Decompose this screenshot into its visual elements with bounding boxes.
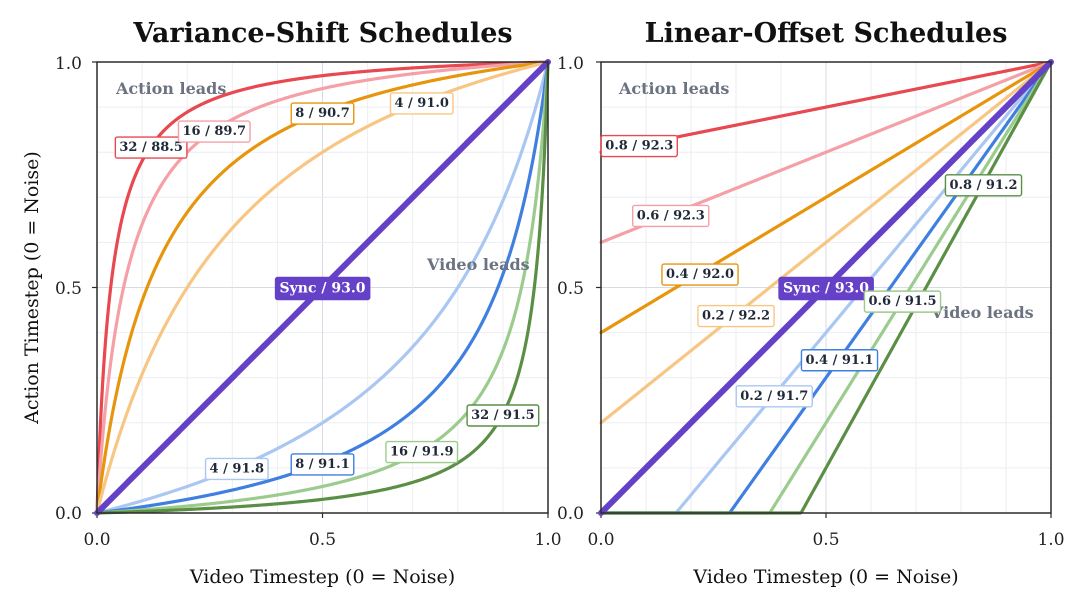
linear-offset-video-leads-label: Video leads bbox=[930, 303, 1034, 322]
variance-shift-label-text: 8 / 91.1 bbox=[295, 457, 350, 472]
linear-offset-curve-0-2-92-2 bbox=[599, 60, 1053, 425]
linear-offset-label-box bbox=[697, 304, 775, 328]
variance-shift-label-box bbox=[114, 136, 188, 159]
linear-offset-x-tick-0: 0.0 bbox=[587, 530, 614, 550]
linear-offset-label-text: 0.8 / 92.3 bbox=[605, 139, 673, 154]
variance-shift-label-box bbox=[466, 404, 540, 427]
variance-shift-label-32-88-5: 32 / 88.5 bbox=[114, 136, 188, 159]
linear-offset-label-0-2-92-2: 0.2 / 92.2 bbox=[697, 304, 775, 328]
linear-offset-label-box bbox=[600, 134, 678, 158]
linear-offset-frame bbox=[600, 61, 1052, 514]
linear-offset-x-tick-2: 1.0 bbox=[1037, 530, 1064, 550]
variance-shift-curve-4-91-8 bbox=[95, 60, 550, 515]
variance-shift-label-text: 8 / 90.7 bbox=[295, 106, 350, 121]
variance-shift-label-text: 4 / 91.8 bbox=[210, 461, 265, 476]
linear-offset-label-0-2-91-7: 0.2 / 91.7 bbox=[735, 385, 813, 408]
linear-offset-label-text: Sync / 93.0 bbox=[783, 281, 869, 297]
variance-shift-label-8-90-7: 8 / 90.7 bbox=[290, 102, 355, 125]
linear-offset-title: Linear-Offset Schedules bbox=[645, 18, 1008, 49]
linear-offset-label-text: 0.2 / 91.7 bbox=[740, 389, 808, 404]
linear-offset-label-text: 0.8 / 91.2 bbox=[949, 178, 1017, 193]
variance-shift-label-text: 16 / 91.9 bbox=[390, 445, 454, 460]
linear-offset-label-box bbox=[944, 174, 1023, 197]
variance-shift-label-box bbox=[274, 276, 371, 301]
linear-offset-label-text: 0.4 / 92.0 bbox=[666, 267, 734, 282]
variance-shift-label-text: 32 / 88.5 bbox=[119, 140, 183, 155]
variance-shift-title: Variance-Shift Schedules bbox=[132, 18, 512, 49]
linear-offset-line-labels: 0.8 / 92.3 0.6 / 92.3 0.4 / 92.0 0.2 / 92.2… bbox=[600, 134, 1023, 408]
variance-shift-curve-32-88-5 bbox=[95, 60, 550, 515]
variance-shift-label-text: Sync / 93.0 bbox=[280, 281, 366, 297]
variance-shift-label-box bbox=[290, 453, 355, 476]
variance-shift-label-32-91-5: 32 / 91.5 bbox=[466, 404, 540, 427]
linear-offset-panel: Linear-Offset Schedules Action leads Vid… bbox=[557, 18, 1065, 588]
variance-shift-curve-16-89-7 bbox=[95, 60, 550, 515]
variance-shift-label-text: 4 / 91.0 bbox=[394, 96, 449, 111]
variance-shift-y-axis-label: Action Timestep (0 = Noise) bbox=[21, 151, 43, 425]
variance-shift-label-box bbox=[177, 120, 251, 143]
linear-offset-label-0-4-91-1: 0.4 / 91.1 bbox=[800, 349, 879, 372]
variance-shift-curve-labels: 32 / 88.516 / 89.7 8 / 90.7 4 / 91.0 Sync /… bbox=[114, 92, 540, 481]
variance-shift-curve-32-91-5 bbox=[95, 60, 550, 515]
variance-shift-label-box bbox=[385, 440, 459, 464]
linear-offset-y-tick-1: 0.5 bbox=[557, 279, 584, 299]
linear-offset-label-box bbox=[632, 204, 710, 228]
linear-offset-label-box bbox=[661, 263, 739, 286]
variance-shift-label-4-91-0: 4 / 91.0 bbox=[389, 92, 454, 115]
linear-offset-y-tick-0: 0.0 bbox=[557, 504, 584, 524]
variance-shift-label-text: 16 / 89.7 bbox=[182, 124, 246, 139]
linear-offset-label-box bbox=[863, 290, 942, 313]
linear-offset-label-text: 0.4 / 91.1 bbox=[805, 353, 873, 368]
variance-shift-y-tick-2: 1.0 bbox=[55, 54, 82, 74]
linear-offset-label-text: 0.6 / 92.3 bbox=[637, 208, 705, 223]
linear-offset-label-0-8-92-3: 0.8 / 92.3 bbox=[600, 134, 678, 158]
variance-shift-label-16-91-9: 16 / 91.9 bbox=[385, 440, 459, 464]
linear-offset-label-box bbox=[800, 349, 879, 372]
variance-shift-label-8-91-1: 8 / 91.1 bbox=[290, 453, 355, 476]
linear-offset-x-axis-label: Video Timestep (0 = Noise) bbox=[692, 566, 958, 588]
variance-shift-label-16-89-7: 16 / 89.7 bbox=[177, 120, 251, 143]
variance-shift-y-tick-0: 0.0 bbox=[55, 504, 82, 524]
variance-shift-frame bbox=[96, 61, 549, 514]
variance-shift-action-leads-label: Action leads bbox=[115, 79, 226, 98]
variance-shift-y-tick-1: 0.5 bbox=[55, 279, 82, 299]
linear-offset-label-box bbox=[778, 276, 874, 301]
linear-offset-x-tick-1: 0.5 bbox=[812, 530, 839, 550]
variance-shift-x-tick-2: 1.0 bbox=[534, 530, 561, 550]
linear-offset-y-tick-2: 1.0 bbox=[557, 54, 584, 74]
variance-shift-label-box bbox=[204, 457, 269, 481]
linear-offset-label-text: 0.2 / 92.2 bbox=[702, 309, 770, 324]
variance-shift-label-box bbox=[389, 92, 454, 115]
linear-offset-label-text: 0.6 / 91.5 bbox=[868, 294, 936, 309]
variance-shift-panel: Variance-Shift Schedules Action leads Vi… bbox=[21, 18, 562, 588]
variance-shift-ticks: 0.0 0.5 1.0 0.0 0.5 1.0 bbox=[55, 54, 562, 550]
variance-shift-label-sync-93-0: Sync / 93.0 bbox=[274, 276, 371, 301]
linear-offset-action-leads-label: Action leads bbox=[618, 79, 729, 98]
linear-offset-ticks: 0.0 0.5 1.0 0.0 0.5 1.0 bbox=[557, 54, 1065, 550]
variance-shift-label-4-91-8: 4 / 91.8 bbox=[204, 457, 269, 481]
variance-shift-video-leads-label: Video leads bbox=[426, 255, 530, 274]
linear-offset-label-0-4-92-0: 0.4 / 92.0 bbox=[661, 263, 739, 286]
variance-shift-x-axis-label: Video Timestep (0 = Noise) bbox=[189, 566, 455, 588]
linear-offset-label-sync-93-0: Sync / 93.0 bbox=[778, 276, 874, 301]
linear-offset-label-0-6-91-5: 0.6 / 91.5 bbox=[863, 290, 942, 313]
linear-offset-curve-0-4-92-0 bbox=[599, 60, 1053, 335]
linear-offset-label-0-6-92-3: 0.6 / 92.3 bbox=[632, 204, 710, 228]
variance-shift-curve-4-91-0 bbox=[95, 60, 550, 515]
variance-shift-label-text: 32 / 91.5 bbox=[471, 408, 535, 423]
linear-offset-label-0-8-91-2: 0.8 / 91.2 bbox=[944, 174, 1023, 197]
variance-shift-x-tick-0: 0.0 bbox=[83, 530, 110, 550]
linear-offset-label-box bbox=[735, 385, 813, 408]
variance-shift-label-box bbox=[290, 102, 355, 125]
variance-shift-x-tick-1: 0.5 bbox=[309, 530, 336, 550]
